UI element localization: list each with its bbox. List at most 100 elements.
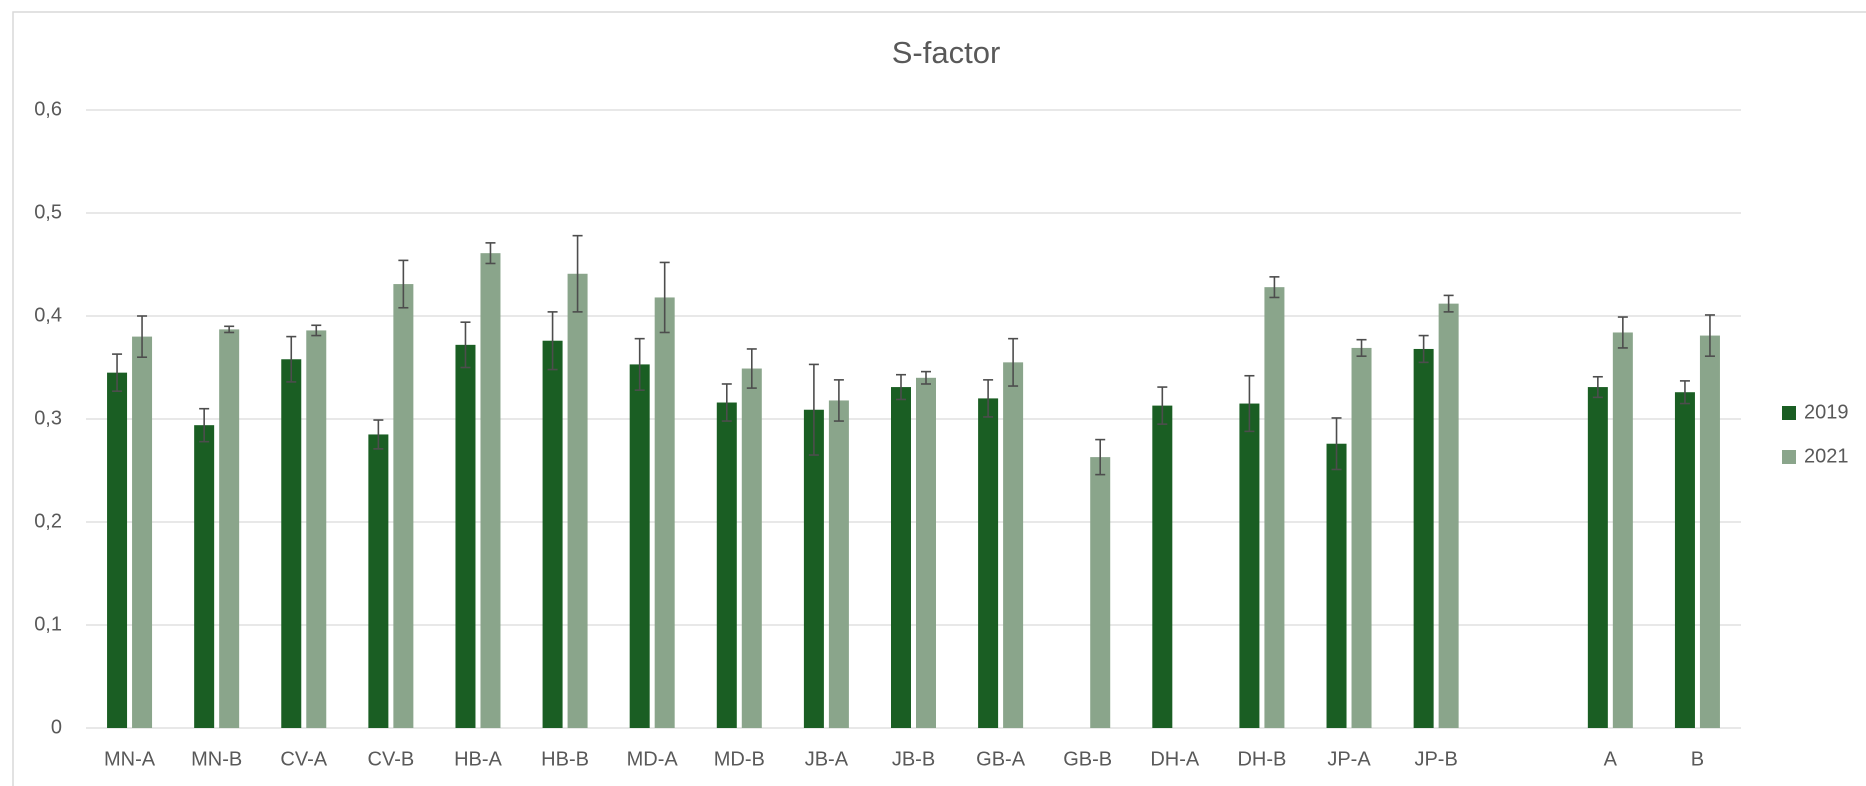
- bar: [916, 377, 936, 728]
- x-tick-label: MN-B: [191, 748, 242, 770]
- bar: [891, 387, 911, 728]
- bar: [1674, 392, 1695, 728]
- bar: [455, 344, 476, 728]
- y-tick-label: 0,5: [34, 201, 62, 223]
- error-bar: [659, 261, 670, 334]
- bar: [803, 409, 824, 728]
- legend-label: 2021: [1804, 445, 1849, 467]
- error-bar: [808, 363, 819, 456]
- error-bar: [1704, 314, 1715, 357]
- bar: [219, 329, 240, 728]
- bar: [1264, 287, 1285, 728]
- x-tick-label: HB-B: [541, 748, 589, 770]
- bar: [1326, 443, 1347, 728]
- error-bar: [721, 383, 732, 422]
- y-tick-label: 0,2: [34, 510, 62, 532]
- error-bar: [460, 321, 471, 369]
- error-bar: [1157, 386, 1168, 425]
- bar: [567, 273, 588, 728]
- x-tick-label: MD-B: [714, 748, 765, 770]
- error-bar: [896, 373, 906, 401]
- legend-label: 2019: [1804, 401, 1849, 423]
- x-tick-label: JP-A: [1327, 748, 1371, 770]
- error-bar: [398, 259, 409, 309]
- error-bar: [373, 419, 384, 450]
- y-tick-label: 0: [51, 716, 62, 738]
- bar: [480, 253, 501, 729]
- error-bar: [1095, 438, 1106, 476]
- y-tick-label: 0,3: [34, 407, 62, 429]
- x-tick-label: JB-A: [805, 748, 849, 770]
- error-bar: [1418, 334, 1429, 364]
- bar: [978, 398, 999, 728]
- bar: [368, 434, 389, 728]
- bar: [194, 425, 215, 728]
- x-tick-label: CV-A: [280, 748, 327, 770]
- bar: [741, 368, 762, 728]
- error-bar: [833, 379, 844, 422]
- error-bar: [1617, 316, 1628, 349]
- error-bar: [224, 325, 235, 334]
- bar: [1413, 348, 1434, 728]
- error-bar: [1244, 374, 1255, 433]
- error-bar: [1592, 375, 1603, 399]
- x-tick-label: GB-B: [1063, 748, 1112, 770]
- bar: [1612, 332, 1633, 728]
- x-tick-label: MN-A: [104, 748, 156, 770]
- error-bar: [746, 348, 757, 389]
- error-bar: [137, 315, 148, 359]
- bar: [1587, 387, 1608, 728]
- bar: [306, 330, 327, 728]
- bar: [281, 359, 302, 728]
- bar: [1699, 335, 1720, 728]
- bar: [629, 364, 650, 728]
- y-tick-label: 0,4: [34, 304, 62, 326]
- error-bar: [572, 234, 583, 313]
- error-bar: [547, 311, 558, 371]
- bar: [1239, 403, 1260, 728]
- error-bar: [1679, 380, 1690, 405]
- error-bar: [1331, 417, 1342, 471]
- error-bar: [485, 242, 496, 265]
- bar: [1351, 347, 1372, 728]
- y-tick-label: 0,1: [34, 613, 62, 635]
- bar: [107, 372, 128, 728]
- bar: [393, 284, 414, 728]
- x-tick-label: CV-B: [368, 748, 415, 770]
- error-bar: [634, 337, 645, 391]
- bar: [1003, 362, 1024, 728]
- bar: [542, 340, 563, 728]
- x-tick-label: DH-A: [1150, 748, 1200, 770]
- x-tick-label: MD-A: [627, 748, 679, 770]
- x-tick-label: B: [1691, 748, 1704, 770]
- error-bar: [112, 353, 123, 392]
- legend-swatch: [1782, 406, 1796, 420]
- legend-swatch: [1782, 450, 1796, 464]
- error-bar: [199, 407, 210, 443]
- bar: [828, 400, 849, 728]
- bar: [1438, 303, 1459, 728]
- bar: [1090, 457, 1111, 728]
- bar: [1152, 405, 1173, 728]
- x-tick-label: JB-B: [892, 748, 935, 770]
- error-bar: [1269, 276, 1280, 299]
- bar: [654, 297, 675, 728]
- bar: [132, 336, 153, 728]
- error-bar: [286, 335, 297, 383]
- x-tick-label: HB-A: [454, 748, 502, 770]
- error-bar: [921, 370, 931, 385]
- x-tick-label: DH-B: [1237, 748, 1286, 770]
- x-tick-label: JP-B: [1414, 748, 1457, 770]
- error-bar: [311, 324, 322, 337]
- error-bar: [1008, 337, 1019, 387]
- error-bar: [1356, 338, 1367, 357]
- chart-title: S-factor: [892, 35, 1001, 70]
- bar: [716, 402, 737, 728]
- x-tick-label: A: [1604, 748, 1618, 770]
- error-bar: [1443, 294, 1454, 313]
- error-bar: [983, 379, 994, 418]
- x-tick-label: GB-A: [976, 748, 1026, 770]
- y-tick-label: 0,6: [34, 98, 62, 120]
